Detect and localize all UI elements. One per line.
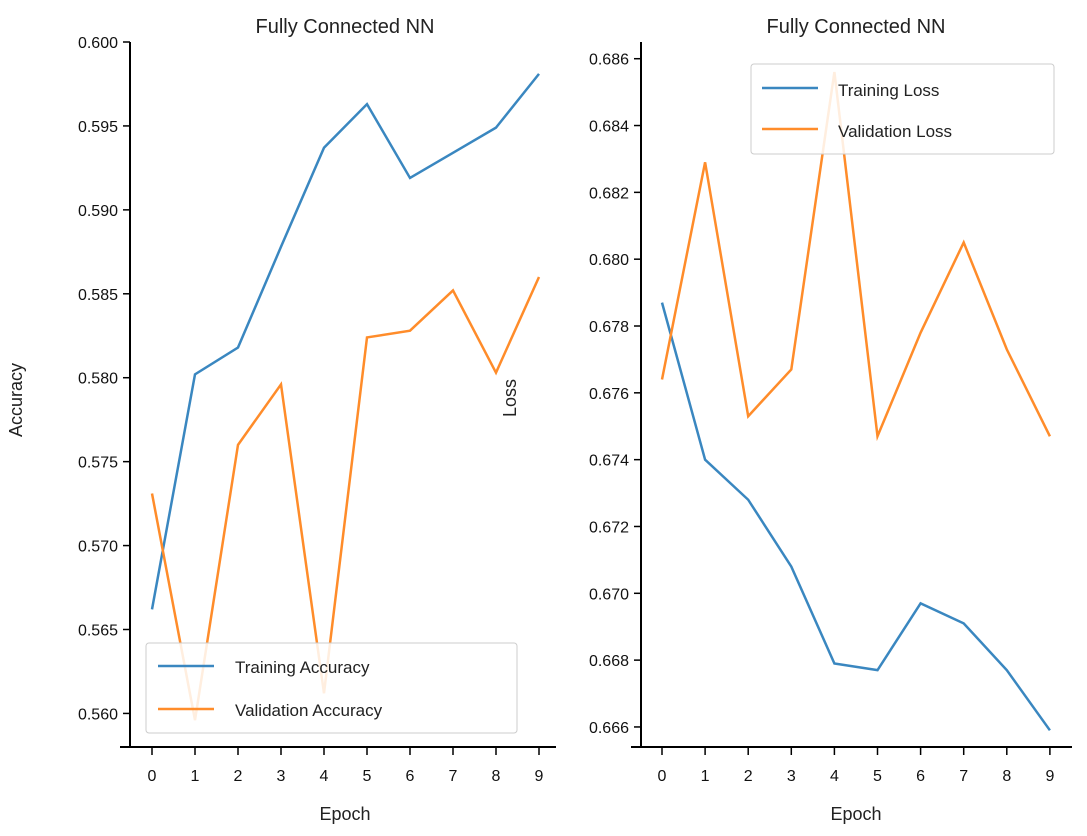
loss-y-tick-label: 0.672: [589, 519, 629, 536]
accuracy-x-tick-label: 2: [234, 768, 243, 785]
loss-y-tick-label: 0.674: [589, 453, 629, 470]
accuracy-x-axis-label: Epoch: [319, 804, 370, 824]
accuracy-y-tick-label: 0.560: [78, 706, 118, 723]
series-line-training-loss: [660, 302, 1051, 732]
accuracy-x-tick-label: 6: [406, 768, 415, 785]
loss-x-tick-label: 2: [744, 768, 753, 785]
loss-y-tick-label: 0.682: [589, 185, 629, 202]
loss-x-tick-label: 6: [916, 768, 925, 785]
loss-x-axis-label: Epoch: [830, 804, 881, 824]
accuracy-legend: Training Accuracy Validation Accuracy: [145, 642, 518, 734]
loss-y-axis-label: Loss: [500, 379, 520, 417]
loss-chart-title: Fully Connected NN: [767, 16, 946, 38]
loss-x-tick-label: 0: [658, 768, 667, 785]
loss-legend-box: [750, 63, 1055, 155]
loss-legend: Training Loss Validation Loss: [750, 63, 1055, 155]
accuracy-axes: 0.560 0.565 0.570 0.575 0.580 0.585 0.590 0.595…: [78, 35, 556, 785]
loss-series: [660, 71, 1052, 732]
accuracy-chart-title: Fully Connected NN: [256, 16, 435, 38]
legend-label-training-accuracy: Training Accuracy: [235, 658, 370, 677]
loss-y-tick-label: 0.670: [589, 586, 629, 603]
accuracy-y-tick-label: 0.570: [78, 539, 118, 556]
accuracy-x-tick-label: 0: [148, 768, 157, 785]
series-line-training-accuracy: [150, 73, 540, 610]
series-line-validation-loss: [660, 71, 1052, 442]
accuracy-x-tick-label: 9: [535, 768, 544, 785]
loss-x-tick-label: 7: [959, 768, 968, 785]
accuracy-x-tick-label: 7: [449, 768, 458, 785]
loss-y-tick-label: 0.680: [589, 252, 629, 269]
loss-x-tick-label: 9: [1045, 768, 1054, 785]
accuracy-y-tick-label: 0.600: [78, 35, 118, 52]
loss-y-tick-label: 0.684: [589, 119, 629, 136]
loss-axes: 0.666 0.668 0.670 0.672 0.674 0.676 0.678 0.680…: [589, 42, 1072, 785]
legend-label-validation-loss: Validation Loss: [838, 122, 952, 141]
loss-x-tick-label: 5: [873, 768, 882, 785]
accuracy-y-tick-label: 0.595: [78, 119, 118, 136]
loss-y-tick-label: 0.676: [589, 386, 629, 403]
accuracy-y-tick-label: 0.585: [78, 287, 118, 304]
loss-y-tick-label: 0.678: [589, 319, 629, 336]
loss-x-tick-label: 8: [1002, 768, 1011, 785]
legend-label-training-loss: Training Loss: [838, 81, 939, 100]
accuracy-y-tick-label: 0.580: [78, 371, 118, 388]
loss-x-tick-label: 4: [830, 768, 839, 785]
loss-y-tick-label: 0.686: [589, 52, 629, 69]
accuracy-y-axis-label: Accuracy: [6, 363, 26, 437]
accuracy-legend-box: [145, 642, 518, 734]
accuracy-x-tick-label: 5: [363, 768, 372, 785]
accuracy-y-tick-label: 0.590: [78, 203, 118, 220]
loss-x-tick-label: 1: [701, 768, 710, 785]
accuracy-x-tick-label: 1: [191, 768, 200, 785]
loss-chart: Fully Connected NN Loss Epoch 0.666 0.668…: [500, 16, 1072, 824]
accuracy-x-tick-label: 4: [320, 768, 329, 785]
accuracy-x-tick-label: 3: [277, 768, 286, 785]
accuracy-y-tick-label: 0.575: [78, 455, 118, 472]
accuracy-x-tick-label: 8: [492, 768, 501, 785]
accuracy-y-tick-label: 0.565: [78, 623, 118, 640]
series-line-validation-accuracy: [150, 276, 541, 721]
loss-x-tick-label: 3: [787, 768, 796, 785]
accuracy-series: [150, 73, 541, 721]
legend-label-validation-accuracy: Validation Accuracy: [235, 701, 383, 720]
loss-y-tick-label: 0.666: [589, 720, 629, 737]
accuracy-chart: Fully Connected NN Accuracy Epoch 0.5600…: [6, 16, 556, 824]
loss-y-tick-label: 0.668: [589, 653, 629, 670]
